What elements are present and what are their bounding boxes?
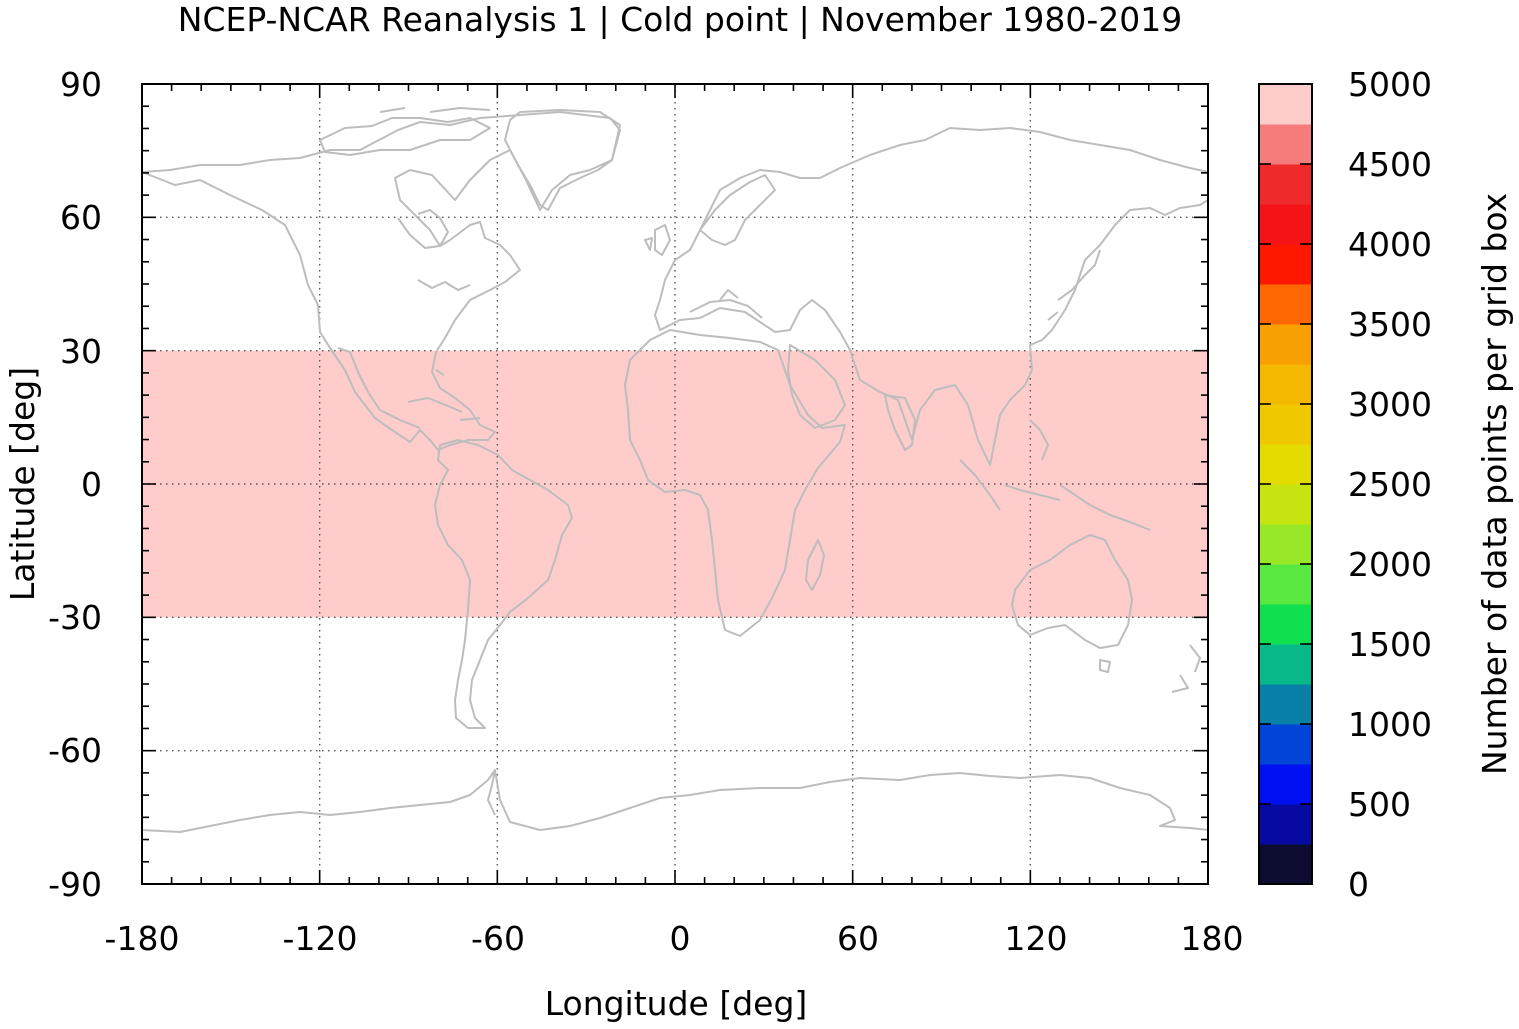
- mexico-central-america: [337, 347, 421, 429]
- colorbar-segment: [1259, 204, 1312, 245]
- south-america-coast: [434, 439, 573, 729]
- y-tick-label: -30: [48, 598, 102, 637]
- north-america-coast: [141, 111, 621, 451]
- colorbar-segment: [1259, 844, 1312, 885]
- y-tick-label: 30: [60, 332, 102, 371]
- new-zealand: [1171, 644, 1201, 693]
- x-tick-label: -60: [471, 919, 525, 958]
- colorbar-tick-label: 1000: [1348, 705, 1432, 744]
- colorbar-segment: [1259, 444, 1312, 485]
- axis-ticks: [141, 83, 1209, 885]
- colorbar-segment: [1259, 164, 1312, 205]
- y-tick-label: -90: [48, 865, 102, 904]
- x-tick-label: 60: [837, 919, 879, 958]
- x-axis-title: Longitude [deg]: [545, 984, 808, 1023]
- japan: [1047, 249, 1101, 321]
- colorbar-segment: [1259, 284, 1312, 325]
- hudson-bay: [397, 209, 449, 249]
- antarctica-coast: [141, 769, 1209, 833]
- colorbar-segment: [1259, 724, 1312, 765]
- colorbar-segment: [1259, 84, 1312, 125]
- colorbar-tick-label: 500: [1348, 785, 1411, 824]
- colorbar-tick-label: 3500: [1348, 305, 1432, 344]
- colorbar-segment: [1259, 404, 1312, 445]
- australia-coast: [1011, 534, 1133, 649]
- x-tick-labels: -180 -120 -60 0 60 120 180: [105, 919, 1244, 958]
- coastlines: [141, 107, 1209, 833]
- great-lakes: [417, 279, 471, 291]
- colorbar-segment: [1259, 804, 1312, 845]
- colorbar-segment: [1259, 244, 1312, 285]
- colorbar-tick-label: 1500: [1348, 625, 1432, 664]
- x-tick-label: -180: [105, 919, 180, 958]
- colorbar-segment: [1259, 564, 1312, 605]
- colorbar-tick-label: 3000: [1348, 385, 1432, 424]
- greenland: [504, 109, 621, 211]
- colorbar-tick-label: 4500: [1348, 145, 1432, 184]
- x-tick-label: 120: [1005, 919, 1068, 958]
- antarctic-peninsula: [487, 769, 496, 816]
- colorbar-segment: [1259, 644, 1312, 685]
- colorbar-tick-labels: 5000 4500 4000 3500 3000 2500 2000 1500 …: [1348, 65, 1432, 904]
- india: [884, 394, 916, 451]
- colorbar-title: Number of data points per grid box: [1475, 193, 1514, 775]
- x-tick-label: 180: [1181, 919, 1244, 958]
- eurasia-coast: [654, 127, 1209, 466]
- colorbar-tick-label: 2000: [1348, 545, 1432, 584]
- colorbar-segment: [1259, 364, 1312, 405]
- colorbar-segment: [1259, 764, 1312, 805]
- british-isles: [644, 224, 671, 256]
- colorbar-tick-label: 0: [1348, 865, 1369, 904]
- colorbar-tick-label: 4000: [1348, 225, 1432, 264]
- colorbar-ticks: [1259, 163, 1312, 805]
- colorbar-segment: [1259, 604, 1312, 645]
- arabia: [787, 344, 846, 429]
- colorbar-segment: [1259, 524, 1312, 565]
- y-tick-label: -60: [48, 731, 102, 770]
- y-tick-label: 90: [60, 65, 102, 104]
- colorbar: [1259, 84, 1312, 885]
- x-tick-label: 0: [670, 919, 691, 958]
- tasmania: [1099, 659, 1111, 673]
- colorbar-segment: [1259, 484, 1312, 525]
- figure-title: NCEP-NCAR Reanalysis 1 | Cold point | No…: [177, 0, 1183, 39]
- colorbar-segment: [1259, 124, 1312, 165]
- caribbean: [407, 369, 481, 421]
- y-tick-labels: 90 60 30 0 -30 -60 -90: [48, 65, 102, 904]
- mediterranean: [689, 289, 763, 319]
- colorbar-segment: [1259, 684, 1312, 725]
- x-tick-label: -120: [283, 919, 358, 958]
- madagascar: [805, 539, 825, 591]
- y-axis-title: Latitude [deg]: [3, 367, 42, 601]
- arctic-islands: [319, 107, 491, 156]
- southeast-asia-islands: [959, 419, 1151, 531]
- colorbar-tick-label: 2500: [1348, 465, 1432, 504]
- colorbar-segment: [1259, 324, 1312, 365]
- y-tick-label: 60: [60, 198, 102, 237]
- africa-coast: [624, 329, 846, 637]
- y-tick-label: 0: [81, 465, 102, 504]
- colorbar-tick-label: 5000: [1348, 65, 1432, 104]
- scandinavia: [699, 174, 776, 246]
